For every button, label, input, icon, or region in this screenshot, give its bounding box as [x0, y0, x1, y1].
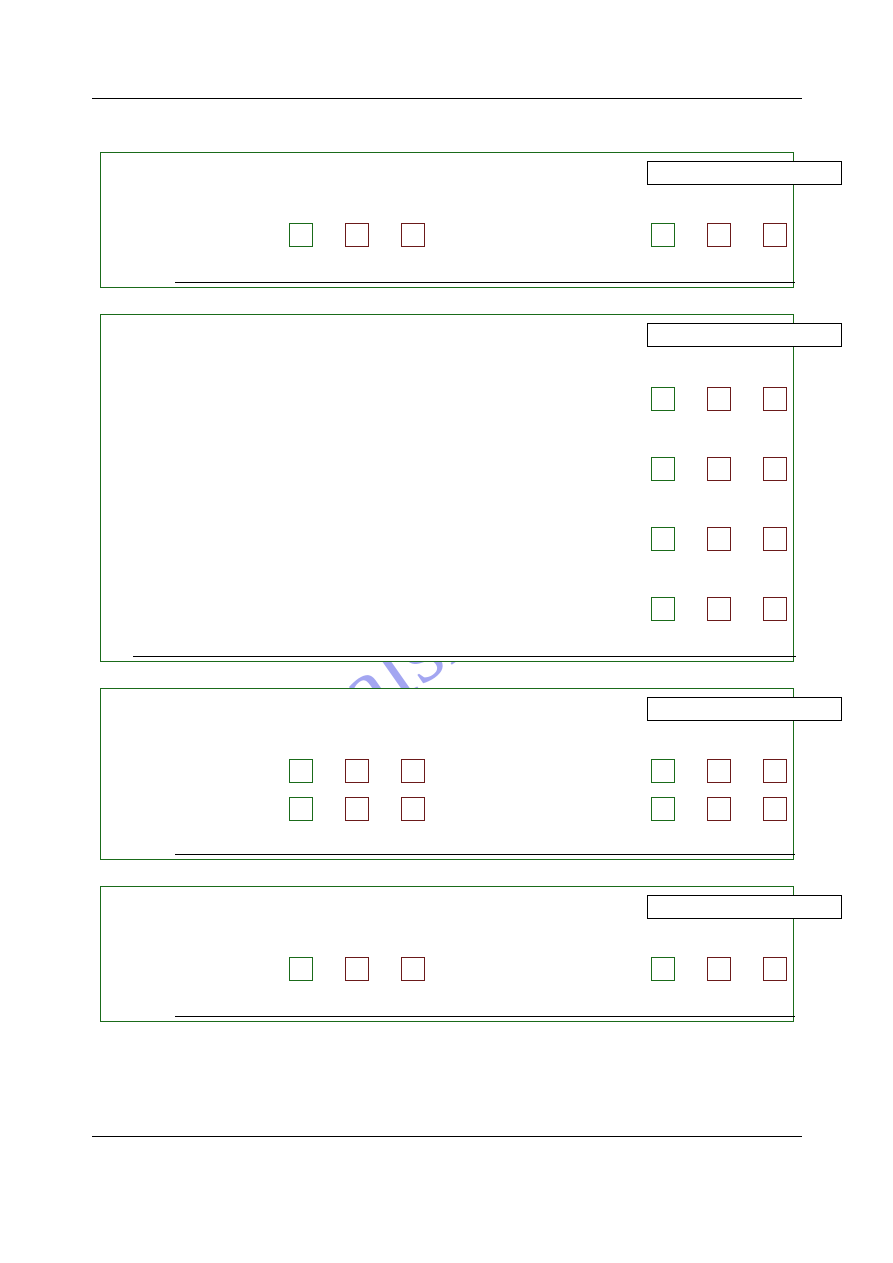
header-box	[647, 323, 842, 347]
card-1	[100, 152, 794, 288]
card-bottom-rule	[133, 656, 796, 657]
indicator-red	[763, 597, 787, 621]
indicator-green	[651, 957, 675, 981]
header-box	[647, 161, 842, 185]
indicator-green	[289, 957, 313, 981]
indicator-red	[763, 457, 787, 481]
indicator-red	[707, 759, 731, 783]
indicator-red	[763, 957, 787, 981]
indicator-red	[707, 387, 731, 411]
indicator-red	[401, 797, 425, 821]
indicator-red	[401, 759, 425, 783]
indicator-green	[651, 527, 675, 551]
indicator-red	[707, 223, 731, 247]
indicator-green	[651, 797, 675, 821]
card-bottom-rule	[175, 282, 795, 283]
page: manualshive.com	[0, 0, 893, 1263]
header-box	[647, 895, 842, 919]
indicator-red	[763, 797, 787, 821]
indicator-green	[651, 387, 675, 411]
indicator-red	[763, 223, 787, 247]
header-box	[647, 697, 842, 721]
indicator-green	[289, 759, 313, 783]
top-rule	[92, 98, 802, 99]
card-bottom-rule	[175, 854, 795, 855]
card-bottom-rule	[175, 1016, 795, 1017]
indicator-green	[651, 457, 675, 481]
bottom-rule	[92, 1136, 802, 1137]
indicator-red	[763, 527, 787, 551]
indicator-red	[707, 597, 731, 621]
indicator-green	[651, 759, 675, 783]
indicator-red	[707, 957, 731, 981]
indicator-red	[401, 223, 425, 247]
card-3	[100, 688, 794, 860]
indicator-green	[289, 797, 313, 821]
indicator-red	[345, 759, 369, 783]
indicator-green	[651, 597, 675, 621]
indicator-green	[651, 223, 675, 247]
indicator-red	[345, 957, 369, 981]
indicator-red	[763, 759, 787, 783]
indicator-green	[289, 223, 313, 247]
indicator-red	[401, 957, 425, 981]
card-2	[100, 314, 794, 662]
indicator-red	[707, 797, 731, 821]
indicator-red	[345, 797, 369, 821]
indicator-red	[707, 527, 731, 551]
indicator-red	[345, 223, 369, 247]
indicator-red	[763, 387, 787, 411]
card-4	[100, 886, 794, 1022]
indicator-red	[707, 457, 731, 481]
